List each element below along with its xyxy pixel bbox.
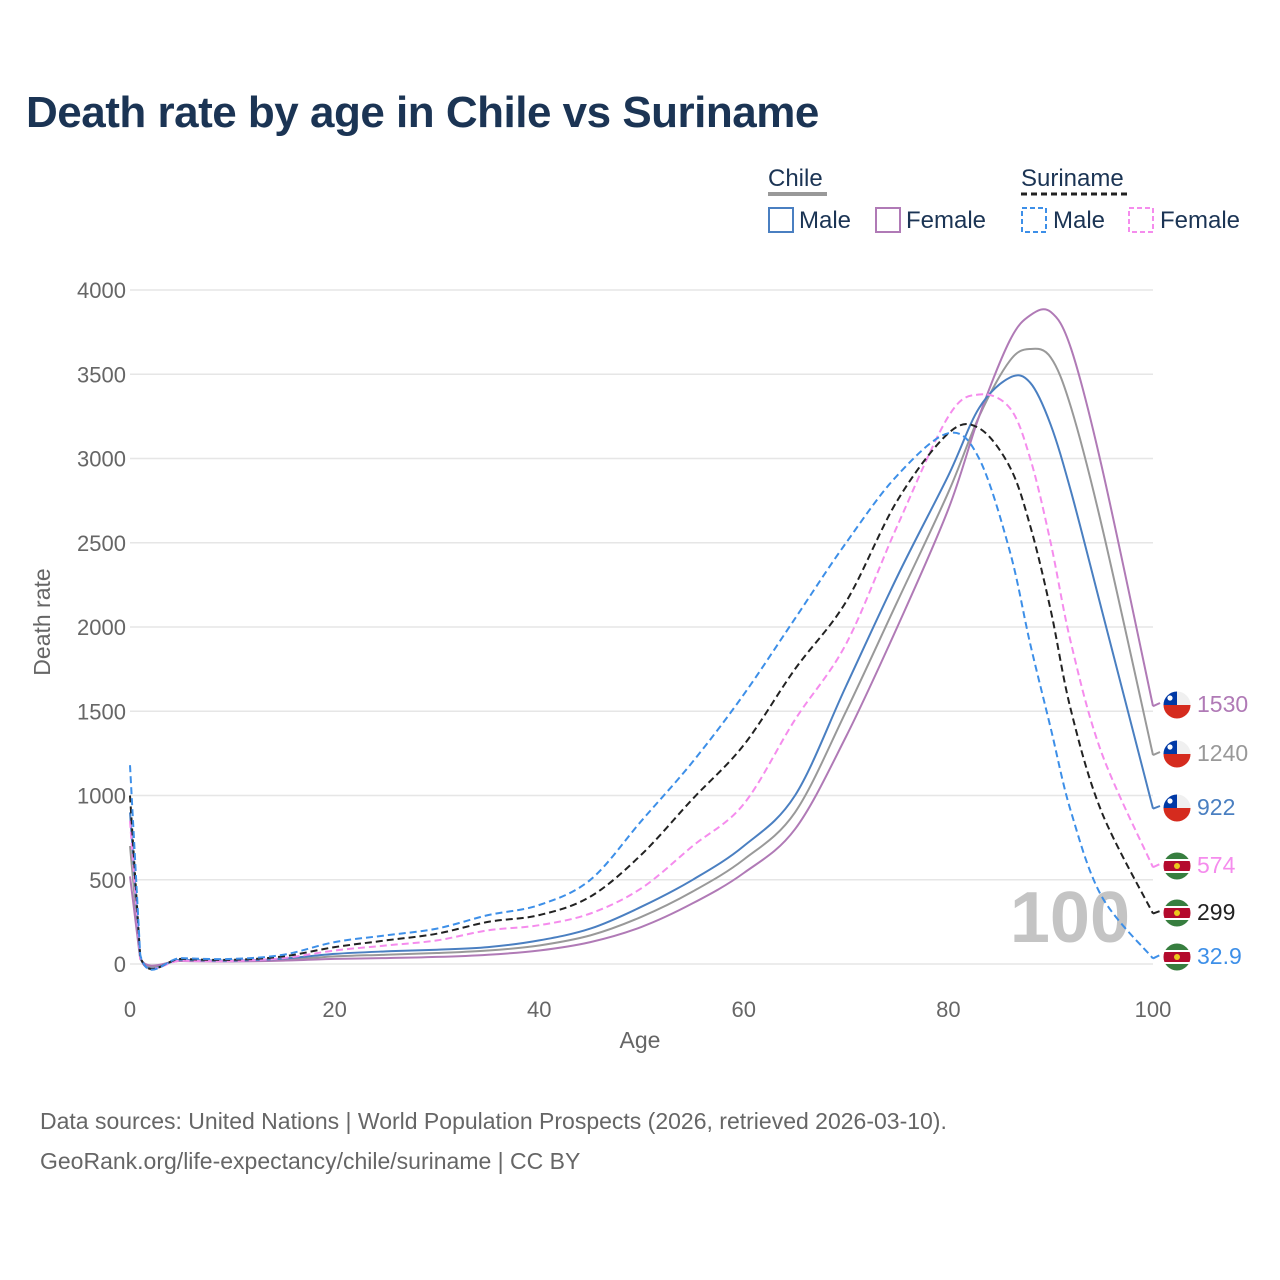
- legend-group-suriname: Suriname: [1021, 165, 1124, 192]
- legend: Chile Suriname Male Female Male Female: [768, 165, 1240, 234]
- end-label-suriname-total: 299: [1197, 899, 1235, 925]
- x-tick-labels: 0 20 40 60 80 100: [124, 997, 1171, 1022]
- series-line-suriname-female: [129, 393, 1154, 971]
- x-tick-20: 20: [322, 997, 346, 1022]
- x-axis-label: Age: [620, 1027, 661, 1053]
- end-markers: 1240 1530 922 574 299 32.9: [1152, 690, 1248, 972]
- legend-chile-male-swatch: [768, 207, 794, 233]
- end-label-suriname-male: 32.9: [1197, 943, 1242, 969]
- source-line-1: Data sources: United Nations | World Pop…: [40, 1108, 947, 1134]
- end-label-chile-female: 1530: [1197, 691, 1248, 717]
- y-tick-labels: 0 500 1000 1500 2000 2500 3000 3500 4000: [77, 278, 126, 977]
- series-line-chile-total: [129, 347, 1154, 969]
- y-tick-3500: 3500: [77, 362, 126, 387]
- end-connector-chile-female: [1152, 702, 1161, 708]
- series-line-suriname-male: [129, 431, 1154, 971]
- y-tick-1500: 1500: [77, 699, 126, 724]
- series-line-chile-female: [129, 308, 1154, 967]
- chile-flag-icon: [1162, 739, 1192, 769]
- x-tick-80: 80: [936, 997, 960, 1022]
- chile-flag-icon: [1162, 793, 1192, 823]
- y-tick-2500: 2500: [77, 531, 126, 556]
- y-tick-1000: 1000: [77, 784, 126, 809]
- legend-chile-female-swatch: [875, 207, 901, 233]
- y-tick-2000: 2000: [77, 615, 126, 640]
- source-line-2: GeoRank.org/life-expectancy/chile/surina…: [40, 1148, 581, 1174]
- x-tick-100: 100: [1135, 997, 1172, 1022]
- x-tick-60: 60: [732, 997, 756, 1022]
- x-tick-40: 40: [527, 997, 551, 1022]
- y-tick-0: 0: [114, 952, 126, 977]
- series-line-chile-male: [129, 374, 1154, 970]
- end-connector-chile-total: [1152, 751, 1161, 756]
- end-connector-suriname-total: [1152, 910, 1161, 915]
- suriname-flag-icon: [1162, 942, 1192, 972]
- grid-lines: [130, 289, 1153, 965]
- suriname-flag-icon: [1162, 898, 1192, 928]
- chart-title: Death rate by age in Chile vs Suriname: [26, 88, 819, 137]
- end-connector-suriname-male: [1152, 954, 1161, 960]
- legend-suriname-male-label: Male: [1053, 207, 1105, 234]
- suriname-flag-icon: [1162, 851, 1192, 881]
- y-axis-label: Death rate: [29, 568, 55, 675]
- age-watermark: 100: [1010, 878, 1130, 958]
- legend-chile-female-label: Female: [906, 207, 986, 234]
- legend-group-chile: Chile: [768, 165, 823, 192]
- end-label-chile-total: 1240: [1197, 740, 1248, 766]
- legend-suriname-female-swatch: [1128, 207, 1154, 233]
- legend-suriname-female-label: Female: [1160, 207, 1240, 234]
- end-label-suriname-female: 574: [1197, 852, 1236, 878]
- y-tick-500: 500: [89, 868, 126, 893]
- series-lines: [129, 308, 1154, 971]
- legend-suriname-male-swatch: [1021, 207, 1047, 233]
- y-tick-3000: 3000: [77, 447, 126, 472]
- chile-flag-icon: [1162, 690, 1192, 720]
- legend-chile-male-label: Male: [799, 207, 851, 234]
- x-tick-0: 0: [124, 997, 136, 1022]
- y-tick-4000: 4000: [77, 278, 126, 303]
- series-line-suriname-total: [129, 423, 1154, 971]
- end-connector-suriname-female: [1152, 863, 1161, 869]
- end-label-chile-male: 922: [1197, 794, 1235, 820]
- end-connector-chile-male: [1152, 805, 1161, 810]
